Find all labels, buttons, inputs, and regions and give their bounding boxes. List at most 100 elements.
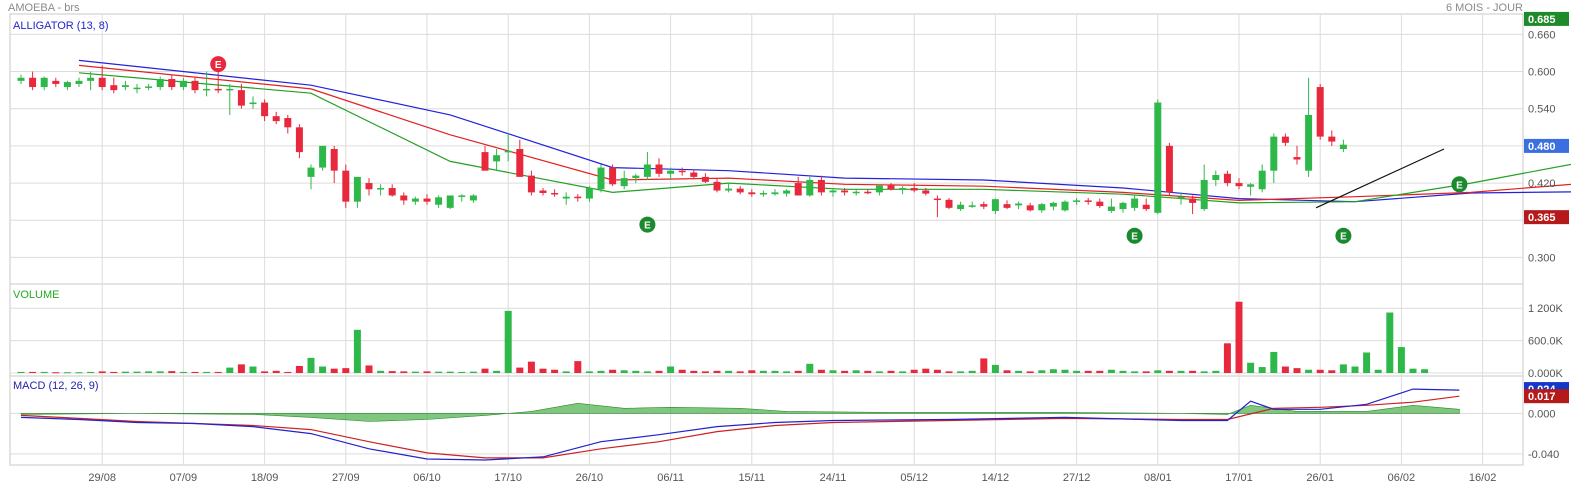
panel-frames	[9, 13, 1524, 466]
candle-up	[226, 88, 234, 91]
candle-down	[655, 164, 663, 174]
volume-bar	[307, 357, 315, 373]
candle-up	[1073, 200, 1081, 202]
candle-up	[725, 188, 733, 191]
price-badge-label: 0.685	[1528, 14, 1556, 26]
x-tick-label: 18/09	[251, 472, 279, 484]
alligator-jaw-line	[78, 59, 1571, 203]
volume-bar	[1003, 370, 1011, 373]
volume-panel-title: VOLUME	[13, 289, 59, 301]
volume-bar	[1409, 368, 1417, 373]
candle-down	[551, 192, 559, 195]
candle-down	[1293, 157, 1301, 160]
candle-down	[922, 190, 930, 194]
candle-down	[365, 183, 373, 190]
x-tick-label: 15/11	[738, 472, 765, 484]
volume-bar	[377, 370, 385, 373]
event-marker[interactable]	[639, 216, 656, 233]
macd-panel-title: MACD (12, 26, 9)	[13, 380, 99, 392]
volume-bar	[1235, 301, 1243, 373]
volume-bar	[29, 371, 37, 373]
volume-bar	[1061, 369, 1069, 373]
candle-up	[643, 164, 651, 177]
candle-up	[179, 80, 187, 88]
x-tick-label: 17/10	[494, 472, 522, 484]
event-marker[interactable]	[1126, 227, 1143, 244]
candle-down	[261, 102, 269, 117]
price-axis-tick: 0.660	[1528, 29, 1556, 41]
volume-bar	[1154, 370, 1162, 373]
volume-bar	[551, 369, 559, 373]
candle-down	[1281, 136, 1289, 143]
volume-bar	[133, 371, 141, 373]
volume-bar	[678, 369, 686, 373]
x-tick-label: 14/12	[982, 472, 1010, 484]
volume-bar	[1049, 369, 1057, 373]
volume-bar	[1293, 368, 1301, 373]
x-tick-label: 24/11	[820, 472, 847, 484]
price-badge-label: 0.480	[1528, 141, 1556, 153]
x-tick-label: 06/11	[657, 472, 684, 484]
candle-down	[400, 195, 408, 201]
volume-bar	[1351, 366, 1359, 373]
volume-bar	[98, 371, 106, 373]
volume-bar	[493, 370, 501, 373]
candle-down	[910, 188, 918, 191]
volume-bar	[40, 371, 48, 373]
axes: 29/08 07/09 18/09 27/09 06/10 17/10 26/10 06/11…	[88, 11, 1569, 484]
x-tick-label: 26/01	[1306, 472, 1334, 484]
candle-down	[29, 77, 37, 88]
volume-bar	[945, 371, 953, 373]
macd-panel	[20, 388, 1460, 461]
event-marker[interactable]	[210, 56, 227, 73]
volume-bar	[1073, 370, 1081, 373]
event-marker[interactable]	[1451, 176, 1468, 193]
candle-down	[1316, 87, 1324, 137]
volume-axis-tick: 600.0K	[1528, 336, 1564, 348]
volume-bar	[1142, 371, 1150, 373]
candle-down	[539, 190, 547, 193]
candle-down	[1189, 198, 1197, 203]
candle-up	[875, 185, 883, 193]
macd-signal-line	[20, 395, 1460, 459]
candle-up	[87, 77, 95, 81]
volume-bar	[342, 368, 350, 373]
candle-up	[1131, 198, 1139, 208]
candle-down	[887, 185, 895, 190]
price-panel: E E E E E	[17, 56, 1571, 244]
candle-down	[191, 80, 199, 91]
candle-up	[203, 88, 211, 91]
x-tick-label: 29/08	[88, 472, 116, 484]
event-marker[interactable]	[1335, 227, 1352, 244]
volume-bar	[516, 367, 524, 373]
candle-up	[620, 178, 628, 187]
volume-bar	[1270, 351, 1278, 373]
candle-down	[933, 198, 941, 201]
volume-bar	[933, 369, 941, 373]
volume-bar	[817, 369, 825, 373]
volume-bar	[458, 371, 466, 373]
candle-up	[1247, 184, 1255, 187]
macd-axis-tick: -0.040	[1528, 449, 1559, 461]
x-tick-label: 06/10	[413, 472, 441, 484]
candle-up	[806, 179, 814, 196]
candle-up	[40, 77, 48, 88]
candle-up	[597, 167, 605, 190]
volume-axis-tick: 1 200K	[1528, 303, 1564, 315]
candle-up	[75, 80, 83, 84]
candle-down	[516, 149, 524, 177]
volume-bar	[110, 371, 118, 373]
candle-down	[701, 176, 709, 182]
candle-up	[156, 78, 164, 88]
candle-up	[63, 82, 71, 88]
volume-bar	[284, 371, 292, 373]
volume-bar	[481, 368, 489, 373]
volume-bar	[63, 372, 71, 374]
candle-down	[1084, 200, 1092, 202]
candle-down	[295, 127, 303, 153]
volume-bar	[922, 368, 930, 373]
volume-bar	[423, 371, 431, 373]
period-label[interactable]: 6 MOIS - JOUR	[1445, 2, 1523, 14]
macd-axis-tick: 0.000	[1528, 408, 1556, 420]
candle-down	[388, 188, 396, 196]
